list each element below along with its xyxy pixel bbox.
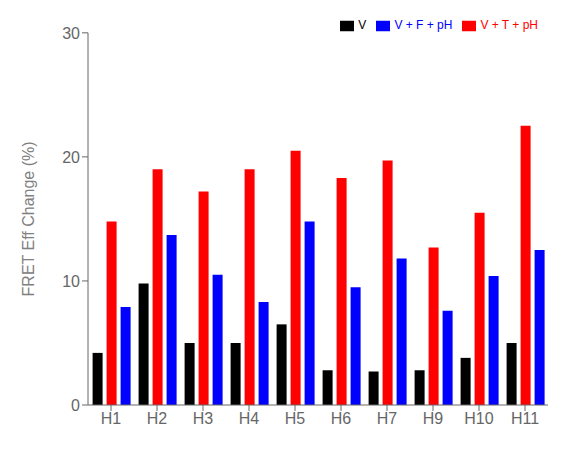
svg-text:0: 0 [71, 397, 80, 414]
svg-text:H5: H5 [285, 410, 306, 427]
svg-text:H4: H4 [239, 410, 260, 427]
svg-text:10: 10 [62, 273, 80, 290]
svg-text:H1: H1 [101, 410, 122, 427]
svg-text:H10: H10 [464, 410, 493, 427]
svg-text:H2: H2 [147, 410, 168, 427]
svg-text:H6: H6 [331, 410, 352, 427]
svg-text:20: 20 [62, 149, 80, 166]
svg-text:30: 30 [62, 25, 80, 42]
html-text:V: V [358, 18, 367, 32]
svg-text:H3: H3 [193, 410, 214, 427]
svg-text:FRET Eff Change (%): FRET Eff Change (%) [20, 141, 37, 296]
html-text:V + F + pH: V + F + pH [394, 18, 453, 32]
svg-text:H9: H9 [423, 410, 444, 427]
html-text:V + T + pH: V + T + pH [480, 18, 538, 32]
svg-text:H11: H11 [511, 410, 539, 427]
svg-text:H7: H7 [377, 410, 398, 427]
